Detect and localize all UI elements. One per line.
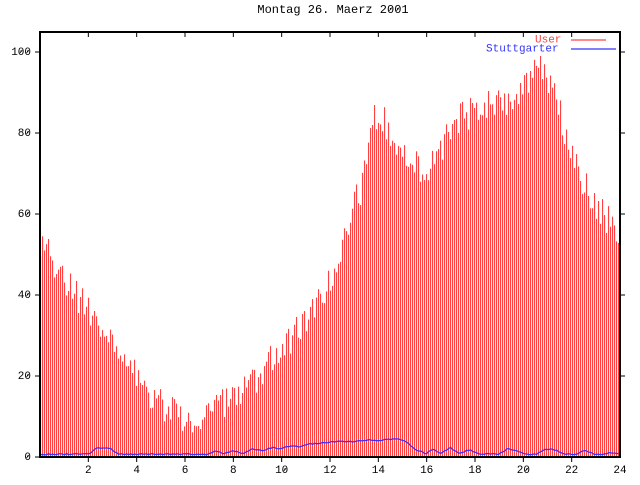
svg-text:14: 14 — [372, 465, 386, 477]
svg-text:12: 12 — [323, 465, 336, 477]
svg-text:10: 10 — [275, 465, 288, 477]
svg-text:60: 60 — [18, 209, 31, 221]
svg-text:6: 6 — [182, 465, 189, 477]
svg-text:8: 8 — [230, 465, 237, 477]
svg-text:0: 0 — [24, 452, 31, 464]
svg-text:24: 24 — [613, 465, 627, 477]
svg-text:20: 20 — [517, 465, 530, 477]
svg-text:100: 100 — [11, 47, 31, 59]
svg-text:4: 4 — [133, 465, 140, 477]
svg-text:Stuttgarter: Stuttgarter — [486, 44, 559, 56]
svg-text:Montag 26. Maerz 2001: Montag 26. Maerz 2001 — [257, 3, 408, 17]
svg-text:2: 2 — [85, 465, 92, 477]
svg-text:16: 16 — [420, 465, 433, 477]
svg-text:18: 18 — [468, 465, 481, 477]
svg-text:40: 40 — [18, 290, 31, 302]
svg-text:80: 80 — [18, 128, 31, 140]
svg-text:20: 20 — [18, 371, 31, 383]
svg-text:22: 22 — [565, 465, 578, 477]
